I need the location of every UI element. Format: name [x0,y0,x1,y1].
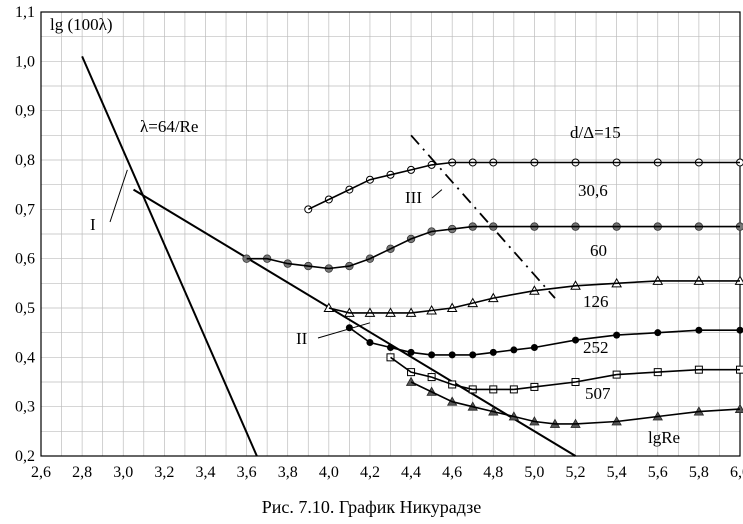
x-tick-label: 6,0 [730,464,743,481]
x-tick-label: 5,2 [566,464,586,481]
y-tick-label: 0,9 [15,103,35,120]
series-curve [307,161,740,211]
point-marker [323,302,335,312]
pointer-region-ii [317,322,371,339]
series-label-507: 507 [585,384,611,403]
series-curve [410,381,741,425]
y-tick-label: 1,1 [15,4,35,21]
x-tick-label: 3,4 [195,464,215,481]
x-tick-label: 3,6 [237,464,257,481]
data-points [242,158,743,428]
series-curve [348,327,740,356]
y-tick-label: 1,0 [15,53,35,70]
y-tick-label: 0,3 [15,399,35,416]
x-tick-label: 4,8 [483,464,503,481]
series-curve [390,356,740,391]
y-tick-label: 0,7 [15,201,35,218]
theory-lines [81,55,577,457]
series-label-60: 60 [590,241,607,260]
pointer-region-i [109,169,128,223]
series-label-252: 252 [583,338,609,357]
transition-boundary-line [410,134,556,299]
laminar-label: λ=64/Re [140,117,198,136]
blasius-line [132,188,577,457]
y-tick-label: 0,2 [15,448,35,465]
nikuradse-chart: 2,6 2,8 3,0 3,2 3,4 3,6 3,8 4,0 4,2 4,4 4,6 4,8 5,0 5… [15,4,743,481]
region-label-ii: II [296,329,308,348]
x-tick-label: 2,6 [31,464,51,481]
x-tick-label: 3,8 [278,464,298,481]
x-tick-label: 5,6 [648,464,668,481]
series-label-15: d/Δ=15 [570,123,621,142]
x-tick-label: 4,4 [401,464,421,481]
y-tick-label: 0,4 [15,349,35,366]
x-tick-label: 2,8 [72,464,92,481]
axes [40,11,741,457]
series-label-30-6: 30,6 [578,181,608,200]
series-curve [246,225,740,270]
y-tick-label: 0,6 [15,251,35,268]
region-label-i: I [90,215,96,234]
plot-frame [40,11,741,457]
pointer-region-iii [431,189,443,199]
x-tick-label: 3,0 [113,464,133,481]
x-tick-label: 4,0 [319,464,339,481]
y-tick-label: 0,5 [15,300,35,317]
x-tick-label: 5,8 [689,464,709,481]
y-tick-label: 0,8 [15,152,35,169]
region-label-iii: III [405,188,422,207]
x-tick-label: 4,2 [360,464,380,481]
x-axis-label: lgRe [648,428,680,447]
grid [40,11,741,457]
laminar-line [81,55,258,457]
annotations: lg (100λ) λ=64/Re I II III d/Δ=15 30,6 6… [50,15,680,447]
trend-curves [246,161,741,425]
series-curve [328,280,740,314]
point-marker [304,205,313,214]
y-axis-label: lg (100λ) [50,15,113,34]
x-tick-label: 5,0 [524,464,544,481]
tick-labels: 2,6 2,8 3,0 3,2 3,4 3,6 3,8 4,0 4,2 4,4 4,6 4,8 5,0 5… [15,4,743,481]
x-tick-label: 5,4 [607,464,627,481]
x-tick-label: 3,2 [154,464,174,481]
figure-caption: Рис. 7.10. График Никурадзе [261,497,482,517]
series-label-126: 126 [583,292,609,311]
x-tick-label: 4,6 [442,464,462,481]
